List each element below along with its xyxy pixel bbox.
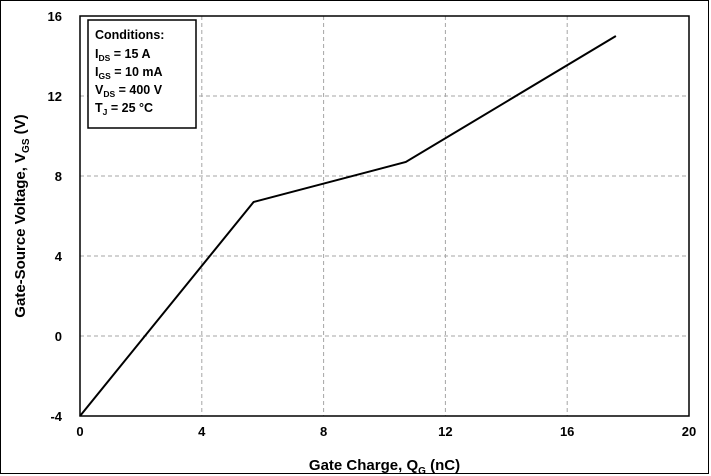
x-axis-title-unit: (nC) bbox=[426, 457, 460, 474]
series bbox=[79, 35, 617, 417]
condition-line: VDS = 400 V bbox=[95, 83, 163, 99]
x-axis-title-main: Gate Charge, Q bbox=[309, 457, 419, 474]
condition-value: = 15 A bbox=[110, 47, 150, 61]
condition-value: = 400 V bbox=[115, 83, 163, 97]
condition-value: = 10 mA bbox=[111, 65, 163, 79]
condition-line: IGS = 10 mA bbox=[95, 65, 163, 81]
conditions-box-border bbox=[87, 19, 197, 129]
x-tick-label: 4 bbox=[198, 424, 206, 439]
conditions-heading: Conditions: bbox=[95, 28, 164, 42]
x-tick-label: 8 bbox=[320, 424, 327, 439]
condition-subscript: DS bbox=[103, 89, 115, 99]
x-tick-label: 20 bbox=[682, 424, 696, 439]
condition-line: IDS = 15 A bbox=[95, 47, 150, 63]
condition-symbol: I bbox=[95, 47, 98, 61]
condition-line: TJ = 25 °C bbox=[95, 101, 153, 117]
y-axis-title-unit: (V) bbox=[12, 114, 29, 138]
y-tick-label: 12 bbox=[48, 89, 62, 104]
x-tick-label: 0 bbox=[76, 424, 83, 439]
y-tick-label: 4 bbox=[55, 249, 63, 264]
y-tick-label: 16 bbox=[48, 9, 62, 24]
condition-symbol: I bbox=[95, 65, 98, 79]
condition-symbol: T bbox=[95, 101, 103, 115]
x-axis-title: Gate Charge, QG (nC) bbox=[309, 457, 460, 476]
y-tick-label: -4 bbox=[50, 409, 62, 424]
condition-value: = 25 °C bbox=[107, 101, 153, 115]
x-tick-label: 12 bbox=[438, 424, 452, 439]
condition-subscript: GS bbox=[98, 71, 111, 81]
y-tick-label: 8 bbox=[55, 169, 62, 184]
y-axis-title-sub: GS bbox=[21, 138, 32, 153]
y-tick-label: 0 bbox=[55, 329, 62, 344]
plot-area bbox=[79, 15, 690, 417]
y-axis-title-main: Gate-Source Voltage, V bbox=[12, 153, 29, 318]
tick-labels: 0 4 8 12 16 20 -4 0 4 8 12 16 bbox=[48, 9, 697, 439]
x-axis-title-sub: G bbox=[418, 466, 426, 476]
condition-subscript: J bbox=[103, 107, 108, 117]
series-line bbox=[79, 35, 617, 417]
grid-lines bbox=[80, 16, 689, 416]
condition-subscript: DS bbox=[98, 53, 110, 63]
condition-symbol: V bbox=[95, 83, 104, 97]
y-axis-title: Gate-Source Voltage, VGS (V) bbox=[12, 114, 32, 317]
x-tick-label: 16 bbox=[560, 424, 574, 439]
